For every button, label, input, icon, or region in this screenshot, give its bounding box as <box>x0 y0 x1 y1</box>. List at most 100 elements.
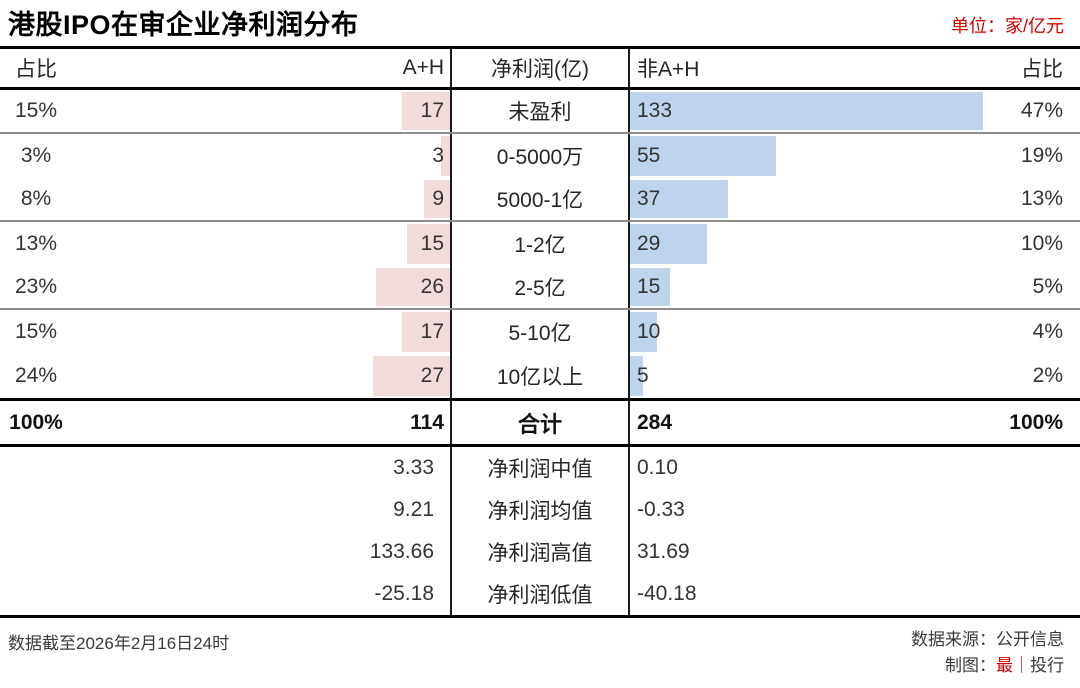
column-header-right-pct: 占比 <box>1021 58 1063 81</box>
a-h-value: 26 <box>420 275 444 298</box>
total-cell-right: 284 100% <box>630 401 1080 444</box>
row-cell-a-h: 15% 17 <box>0 310 450 354</box>
credit-brand: 最 <box>996 656 1013 675</box>
category-label: 未盈利 <box>450 90 630 132</box>
non-a-h-value: 29 <box>637 232 661 255</box>
stat-non-a-h-value: -0.33 <box>637 498 685 521</box>
category-label: 10亿以上 <box>450 354 630 398</box>
category-label: 0-5000万 <box>450 134 630 178</box>
stat-row: -25.18 净利润低值 -40.18 <box>0 573 1080 615</box>
row-cell-non-a-h: 37 13% <box>630 178 1080 220</box>
total-cell-left: 100% 114 <box>0 401 450 444</box>
total-label: 合计 <box>450 401 630 444</box>
a-h-pct: 15% <box>14 99 58 122</box>
stat-cell-a-h: 133.66 <box>0 531 450 573</box>
a-h-value: 15 <box>420 232 444 255</box>
total-row: 100% 114 合计 284 100% <box>0 398 1080 447</box>
a-h-bar <box>401 312 450 352</box>
non-a-h-pct: 10% <box>1020 232 1063 255</box>
column-header-category: 净利润(亿) <box>450 49 630 87</box>
category-label: 2-5亿 <box>450 266 630 308</box>
non-a-h-pct: 2% <box>1032 364 1063 387</box>
non-a-h-value: 133 <box>637 99 673 122</box>
stat-non-a-h-value: -40.18 <box>637 582 697 605</box>
category-label: 5-10亿 <box>450 310 630 354</box>
a-h-value: 3 <box>432 144 444 167</box>
a-h-bar <box>441 136 450 176</box>
non-a-h-value: 37 <box>637 187 661 210</box>
a-h-value: 27 <box>420 364 444 387</box>
stat-non-a-h-value: 0.10 <box>637 456 678 479</box>
stat-cell-a-h: 3.33 <box>0 447 450 489</box>
table-row: 8% 9 5000-1亿 37 13% <box>0 178 1080 222</box>
stat-non-a-h-value: 31.69 <box>637 540 690 563</box>
stat-label: 净利润低值 <box>450 573 630 615</box>
row-cell-non-a-h: 133 47% <box>630 90 1080 132</box>
non-a-h-bar <box>630 312 657 352</box>
a-h-bar <box>373 356 450 396</box>
row-cell-a-h: 13% 15 <box>0 222 450 266</box>
non-a-h-bar <box>630 224 707 264</box>
non-a-h-pct: 5% <box>1032 275 1063 298</box>
stat-row: 9.21 净利润均值 -0.33 <box>0 489 1080 531</box>
a-h-pct: 24% <box>14 364 58 387</box>
non-a-h-value: 55 <box>637 144 661 167</box>
table-row: 3% 3 0-5000万 55 19% <box>0 134 1080 178</box>
non-a-h-pct: 4% <box>1032 320 1063 343</box>
column-header-non-a-h: 非A+H <box>637 58 700 81</box>
stat-cell-non-a-h: -40.18 <box>630 573 1080 615</box>
row-cell-a-h: 3% 3 <box>0 134 450 178</box>
row-cell-non-a-h: 5 2% <box>630 354 1080 398</box>
stat-label: 净利润高值 <box>450 531 630 573</box>
a-h-bar <box>401 92 450 130</box>
row-cell-non-a-h: 10 4% <box>630 310 1080 354</box>
a-h-value: 17 <box>420 320 444 343</box>
stat-row: 3.33 净利润中值 0.10 <box>0 447 1080 489</box>
row-cell-a-h: 24% 27 <box>0 354 450 398</box>
stat-a-h-value: 9.21 <box>393 498 434 521</box>
non-a-h-value: 5 <box>637 364 649 387</box>
total-right-count: 284 <box>637 410 673 434</box>
total-right-pct: 100% <box>1009 410 1063 434</box>
non-a-h-pct: 19% <box>1020 144 1063 167</box>
a-h-pct: 15% <box>14 320 58 343</box>
row-cell-non-a-h: 15 5% <box>630 266 1080 308</box>
stat-row: 133.66 净利润高值 31.69 <box>0 531 1080 573</box>
table-row: 23% 26 2-5亿 15 5% <box>0 266 1080 310</box>
a-h-bar <box>407 224 450 264</box>
non-a-h-bar <box>630 268 670 306</box>
non-a-h-pct: 13% <box>1020 187 1063 210</box>
row-cell-a-h: 8% 9 <box>0 178 450 220</box>
profit-distribution-table: 占比 A+H 净利润(亿) 非A+H 占比 15% 17 未盈利 133 47% 3% 3 0… <box>0 46 1080 618</box>
a-h-value: 9 <box>432 187 444 210</box>
unit-note: 单位：家/亿元 <box>950 16 1064 36</box>
a-h-pct: 23% <box>14 275 58 298</box>
non-a-h-bar <box>630 92 984 130</box>
table-row: 13% 15 1-2亿 29 10% <box>0 222 1080 266</box>
a-h-pct: 3% <box>20 144 52 167</box>
header-cell-left: 占比 A+H <box>0 49 450 87</box>
stat-a-h-value: 133.66 <box>369 540 434 563</box>
column-header-a-h: A+H <box>402 56 444 79</box>
non-a-h-bar <box>630 356 644 396</box>
stat-cell-a-h: 9.21 <box>0 489 450 531</box>
non-a-h-value: 15 <box>637 275 661 298</box>
table-row: 15% 17 未盈利 133 47% <box>0 90 1080 134</box>
stat-label: 净利润均值 <box>450 489 630 531</box>
footer: 数据截至2026年2月16日24时 数据来源：公开信息 制图：最｜投行 <box>0 618 1080 679</box>
footer-right: 数据来源：公开信息 制图：最｜投行 <box>911 627 1064 679</box>
credit-prefix: 制图： <box>945 656 996 675</box>
stat-a-h-value: 3.33 <box>393 456 434 479</box>
non-a-h-value: 10 <box>637 320 661 343</box>
stat-cell-non-a-h: 31.69 <box>630 531 1080 573</box>
table-row: 15% 17 5-10亿 10 4% <box>0 310 1080 354</box>
header-cell-right: 非A+H 占比 <box>630 49 1080 87</box>
row-cell-non-a-h: 55 19% <box>630 134 1080 178</box>
stat-cell-non-a-h: -0.33 <box>630 489 1080 531</box>
data-cutoff-note: 数据截至2026年2月16日24时 <box>8 634 230 653</box>
category-label: 1-2亿 <box>450 222 630 266</box>
stat-label: 净利润中值 <box>450 447 630 489</box>
credit-divider: ｜ <box>1013 656 1030 675</box>
column-header-left-pct: 占比 <box>15 58 57 81</box>
